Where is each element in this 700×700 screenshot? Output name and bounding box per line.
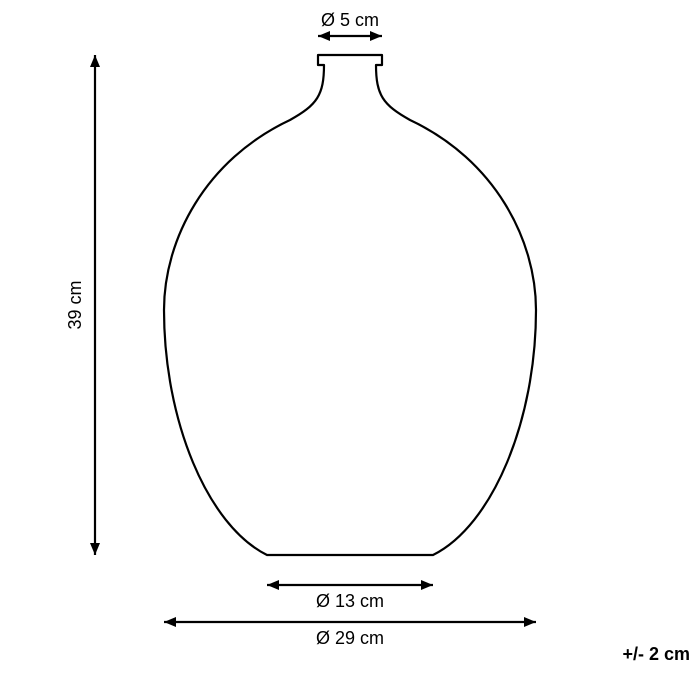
vase-outline [164,55,536,555]
dim-base: Ø 13 cm [267,580,433,611]
tolerance-label: +/- 2 cm [622,644,690,664]
dim-opening-label: Ø 5 cm [321,10,379,30]
vase-dimension-diagram: 39 cm Ø 5 cm Ø 13 cm Ø 29 cm +/- 2 cm [0,0,700,700]
dim-width-label: Ø 29 cm [316,628,384,648]
dim-opening: Ø 5 cm [318,10,382,41]
dim-height-label: 39 cm [65,280,85,329]
dim-width: Ø 29 cm [164,617,536,648]
dim-height: 39 cm [65,55,100,555]
dim-base-label: Ø 13 cm [316,591,384,611]
